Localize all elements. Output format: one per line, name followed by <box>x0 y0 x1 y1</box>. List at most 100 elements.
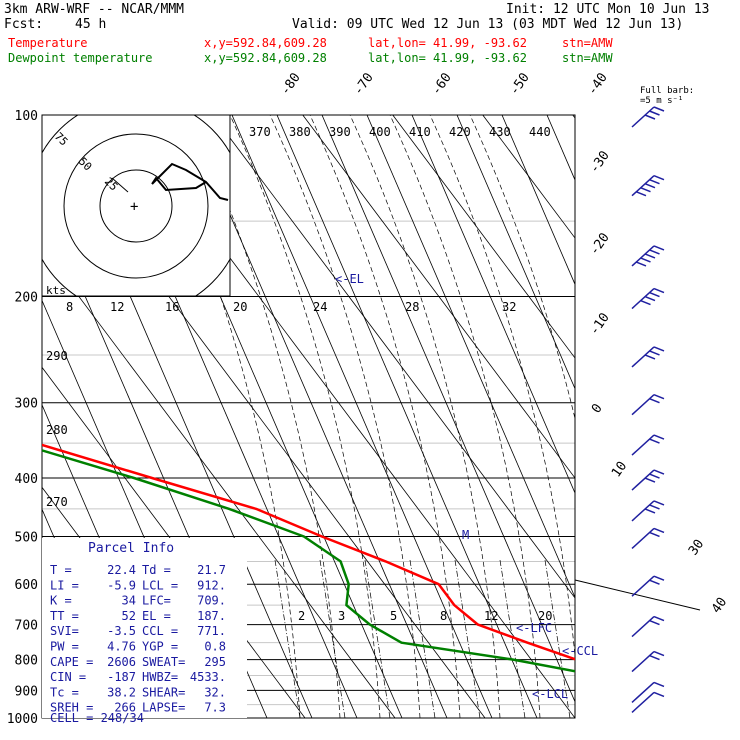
mixing-ratio-label: 8 <box>440 609 447 623</box>
isotherm-label: 10 <box>609 459 630 480</box>
isotherm <box>42 246 396 718</box>
mixing-ratio-line <box>274 559 301 718</box>
parcel-key: PW = <box>50 640 79 654</box>
parcel-key: LAPSE= <box>142 701 185 715</box>
wind-barb <box>631 650 665 673</box>
wind-barb <box>631 394 665 416</box>
theta-e-label: 440 <box>529 125 551 139</box>
parcel-key: TT = <box>50 609 79 623</box>
parcel-value: -3.5 <box>107 624 136 638</box>
parcel-value: 912. <box>197 578 226 592</box>
wind-barb <box>631 500 665 522</box>
parcel-value: 4.76 <box>107 640 136 654</box>
parcel-value: 21.7 <box>197 563 226 577</box>
pressure-label: 200 <box>15 291 38 306</box>
pressure-label: 400 <box>15 472 38 487</box>
parcel-cell: CELL = 248/34 <box>50 711 144 725</box>
dry-adiabat <box>276 115 538 718</box>
parcel-row: SVI= -3.5 CCL = 771. <box>50 624 226 638</box>
level-marker-lcl: <-LCL <box>532 687 568 701</box>
isotherm-extension <box>574 579 701 611</box>
isotherm <box>212 115 575 599</box>
dry-adiabat <box>411 115 575 495</box>
isotherm-label: -20 <box>587 230 613 258</box>
storm-motion-line <box>111 177 129 193</box>
parcel-value: 34 <box>122 594 136 608</box>
tw-label: 12 <box>110 300 124 314</box>
parcel-value: 771. <box>197 624 226 638</box>
mixing-ratio-label: 5 <box>390 609 397 623</box>
parcel-key: T = <box>50 563 72 577</box>
theta-e-label: 400 <box>369 125 391 139</box>
parcel-panel-bg <box>42 538 247 718</box>
moist-adiabat <box>229 115 381 718</box>
pressure-label: 500 <box>15 530 38 545</box>
parcel-key: LI = <box>50 578 79 592</box>
wind-barb <box>631 346 665 368</box>
moist-adiabat <box>469 115 575 421</box>
mixing-ratio-label: 3 <box>338 609 345 623</box>
mixing-ratio-line <box>454 559 481 718</box>
parcel-value: 7.3 <box>204 701 226 715</box>
isotherm-label: -40 <box>585 70 611 98</box>
wind-barbs <box>631 106 665 713</box>
theta-label: 270 <box>46 495 68 509</box>
theta-label: 280 <box>46 423 68 437</box>
mixing-ratio-line <box>499 559 526 718</box>
parcel-value: 4533. <box>190 670 226 684</box>
moist-adiabat <box>429 115 575 660</box>
hodograph-ring <box>99 169 173 243</box>
barb-legend-title: Full barb: <box>640 86 695 96</box>
sounding-profiles: <-EL <-LFC <-CCL <-LCL M <box>42 272 598 701</box>
parcel-key: CCL = <box>142 624 178 638</box>
dry-adiabat <box>546 115 575 181</box>
wind-barb <box>631 106 665 128</box>
wind-barb <box>631 245 665 267</box>
level-marker-ccl: <-CCL <box>562 644 598 658</box>
temp-xy: x,y=592.84,609.28 <box>204 36 327 50</box>
pressure-label: 800 <box>15 654 38 669</box>
parcel-title: Parcel Info <box>88 541 174 556</box>
parcel-value: 0.8 <box>204 640 226 654</box>
pressure-label: 1000 <box>7 712 38 727</box>
dew-xy: x,y=592.84,609.28 <box>204 51 327 65</box>
parcel-row: CIN = -187 HWBZ= 4533. <box>50 670 226 684</box>
hodograph-frame <box>41 114 231 297</box>
wind-barb <box>631 287 665 310</box>
dewpoint-legend: Dewpoint temperature <box>8 51 153 65</box>
wind-barb <box>631 575 665 597</box>
theta-e-label: 420 <box>449 125 471 139</box>
pressure-label: 900 <box>15 684 38 699</box>
parcel-row: CAPE = 2606 SWEAT= 295 <box>50 655 226 669</box>
hodograph-trace <box>151 162 229 201</box>
temperature-legend: Temperature <box>8 36 88 50</box>
tw-label: 28 <box>405 300 419 314</box>
parcel-value: 32. <box>204 685 226 699</box>
parcel-info-panel: Parcel Info T = 22.4 Td = 21.7 LI = -5.9 LCL = 9… <box>42 538 247 725</box>
plot-frame <box>41 114 576 719</box>
valid-time: Valid: 09 UTC Wed 12 Jun 13 (03 MDT Wed … <box>292 17 684 32</box>
mixing-ratio-line <box>319 559 346 718</box>
hodograph-origin: + <box>130 199 138 215</box>
wind-barb <box>631 469 665 491</box>
parcel-value: -5.9 <box>107 578 136 592</box>
dry-adiabat <box>366 115 575 599</box>
parcel-key: K = <box>50 594 72 608</box>
isotherm-label: 30 <box>686 537 707 558</box>
parcel-key: CIN = <box>50 670 86 684</box>
parcel-row: SREH = 266 LAPSE= 7.3 <box>50 701 226 715</box>
isotherm <box>572 115 575 119</box>
mixing-ratio-line <box>409 559 436 718</box>
pressure-label: 100 <box>15 109 38 124</box>
forecast-hour: 45 h <box>75 17 107 32</box>
parcel-row: TT = 52 EL = 187. <box>50 609 226 623</box>
isotherm-label: -70 <box>351 70 377 98</box>
parcel-key: SWEAT= <box>142 655 185 669</box>
init-time: Init: 12 UTC Mon 10 Jun 13 <box>506 2 710 17</box>
moist-adiabat <box>269 115 421 718</box>
theta-e-label: 370 <box>249 125 271 139</box>
parcel-row: T = 22.4 Td = 21.7 <box>50 563 226 577</box>
mixing-ratio-line <box>544 559 571 718</box>
dew-station: stn=AMW <box>562 51 613 65</box>
